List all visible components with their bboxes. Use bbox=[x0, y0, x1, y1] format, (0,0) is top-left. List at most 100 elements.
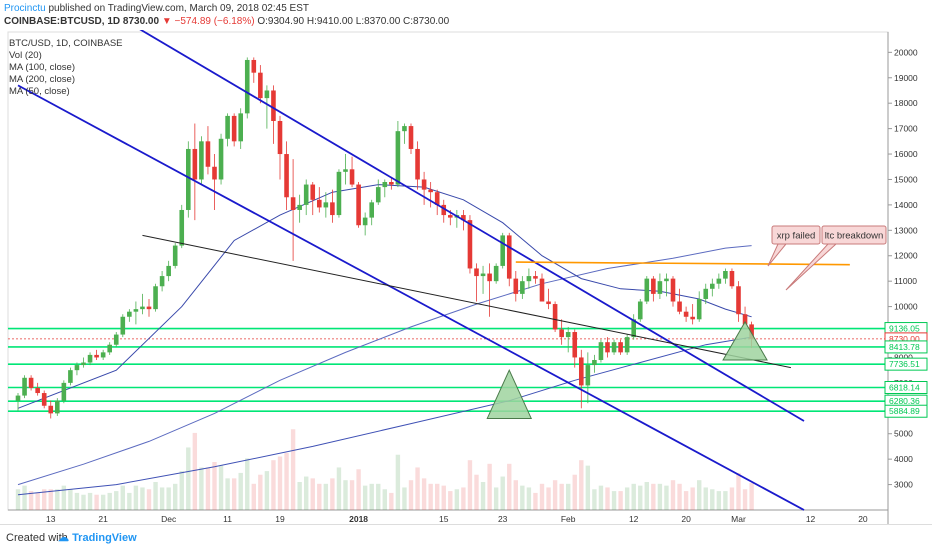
price-chart[interactable]: 3000400050006000700080009000100001100012… bbox=[0, 30, 932, 524]
volume-bar bbox=[362, 485, 368, 510]
x-tick-label: 23 bbox=[498, 514, 508, 524]
volume-bar bbox=[304, 476, 309, 510]
candle-body bbox=[624, 337, 630, 353]
ma200-line bbox=[17, 336, 752, 496]
volume-bar bbox=[68, 489, 73, 510]
x-tick-label: 12 bbox=[806, 514, 816, 524]
x-tick-label: 13 bbox=[46, 514, 56, 524]
candle-body bbox=[146, 306, 152, 310]
header-bar: Procinctu published on TradingView.com, … bbox=[0, 0, 932, 30]
y-tick-label: 20000 bbox=[894, 47, 918, 57]
candle-body bbox=[330, 202, 335, 216]
candle-body bbox=[559, 329, 564, 338]
volume-bar bbox=[87, 492, 93, 510]
volume-bar bbox=[100, 494, 106, 510]
volume-bar bbox=[435, 483, 440, 510]
volume-bar bbox=[343, 480, 348, 510]
candle-body bbox=[513, 278, 519, 294]
volume-bar bbox=[631, 483, 636, 510]
candle-body bbox=[68, 370, 73, 383]
volume-bar bbox=[638, 485, 643, 510]
volume-bar bbox=[480, 482, 486, 510]
volume-bar bbox=[723, 491, 728, 510]
volume-bar bbox=[349, 480, 355, 510]
candle-body bbox=[565, 332, 571, 338]
volume-bar bbox=[611, 491, 617, 510]
y-tick-label: 18000 bbox=[894, 98, 918, 108]
volume-bar bbox=[651, 483, 656, 510]
callout-ltc-breakdown-box bbox=[821, 225, 887, 245]
volume-bar bbox=[389, 492, 394, 510]
volume-bar bbox=[120, 485, 125, 510]
candle-body bbox=[729, 271, 735, 287]
candle-body bbox=[15, 395, 21, 401]
legend-item-vol[interactable]: Vol (20) bbox=[9, 50, 42, 61]
candle-body bbox=[343, 169, 348, 172]
volume-bar bbox=[421, 478, 427, 510]
legend-item-ma200[interactable]: MA (200, close) bbox=[9, 74, 75, 85]
ma100-line bbox=[17, 245, 752, 486]
candle-body bbox=[500, 235, 505, 266]
candle-body bbox=[87, 354, 93, 363]
volume-bar bbox=[271, 460, 276, 510]
x-tick-label: 15 bbox=[439, 514, 449, 524]
volume-bar bbox=[356, 469, 361, 510]
x-tick-label: 19 bbox=[275, 514, 285, 524]
volume-bar bbox=[402, 487, 407, 510]
candle-body bbox=[258, 72, 263, 99]
candle-body bbox=[598, 342, 604, 360]
candle-body bbox=[81, 362, 86, 366]
volume-bar bbox=[526, 487, 532, 510]
tradingview-logo[interactable]: ☁ TradingView bbox=[58, 532, 137, 544]
candle-body bbox=[428, 189, 433, 193]
price-label: 6280.36 bbox=[889, 396, 920, 406]
volume-bar bbox=[81, 494, 86, 510]
volume-bar bbox=[428, 483, 433, 510]
volume-bar bbox=[107, 492, 112, 510]
candle-body bbox=[100, 352, 106, 358]
candle-body bbox=[192, 148, 198, 180]
candle-body bbox=[552, 304, 558, 330]
candle-body bbox=[107, 344, 112, 353]
candle-body bbox=[218, 138, 224, 180]
candle-body bbox=[356, 184, 361, 226]
volume-bar bbox=[94, 494, 99, 510]
volume-bar bbox=[742, 489, 748, 510]
candle-body bbox=[113, 334, 119, 345]
volume-bar bbox=[323, 483, 329, 510]
volume-bar bbox=[238, 472, 243, 510]
candle-body bbox=[369, 202, 374, 218]
publish-info: Procinctu published on TradingView.com, … bbox=[4, 3, 309, 14]
candle-body bbox=[205, 141, 211, 167]
candle-body bbox=[736, 286, 741, 315]
candle-body bbox=[55, 400, 60, 414]
x-tick-label: 12 bbox=[629, 514, 639, 524]
volume-bar bbox=[408, 480, 414, 510]
candle-body bbox=[277, 120, 283, 155]
volume-bar bbox=[395, 454, 401, 510]
y-tick-label: 5000 bbox=[894, 429, 913, 439]
volume-bar bbox=[592, 489, 597, 510]
x-tick-label: 20 bbox=[858, 514, 868, 524]
volume-bar bbox=[520, 485, 525, 510]
legend-item-ma100[interactable]: MA (100, close) bbox=[9, 62, 75, 73]
candle-body bbox=[48, 405, 54, 414]
candle-body bbox=[703, 288, 709, 299]
volume-bar bbox=[448, 491, 453, 510]
volume-bar bbox=[644, 482, 649, 510]
legend-item-ma50[interactable]: MA (50, close) bbox=[9, 86, 70, 97]
candle-body bbox=[408, 126, 414, 149]
chart-legend: BTC/USD, 1D, COINBASE Vol (20) MA (100, … bbox=[9, 38, 123, 98]
volume-bar bbox=[605, 487, 610, 510]
volume-bar bbox=[461, 487, 466, 510]
volume-bar bbox=[415, 467, 420, 510]
candle-body bbox=[480, 273, 486, 277]
candle-body bbox=[284, 154, 289, 198]
author-link[interactable]: Procinctu bbox=[4, 3, 46, 14]
volume-bar bbox=[205, 467, 211, 510]
volume-bar bbox=[153, 482, 158, 510]
candle-body bbox=[723, 271, 728, 279]
callout-ltc-breakdown-text: ltc breakdown bbox=[825, 231, 884, 242]
candle-body bbox=[159, 276, 165, 287]
candle-body bbox=[127, 311, 132, 317]
